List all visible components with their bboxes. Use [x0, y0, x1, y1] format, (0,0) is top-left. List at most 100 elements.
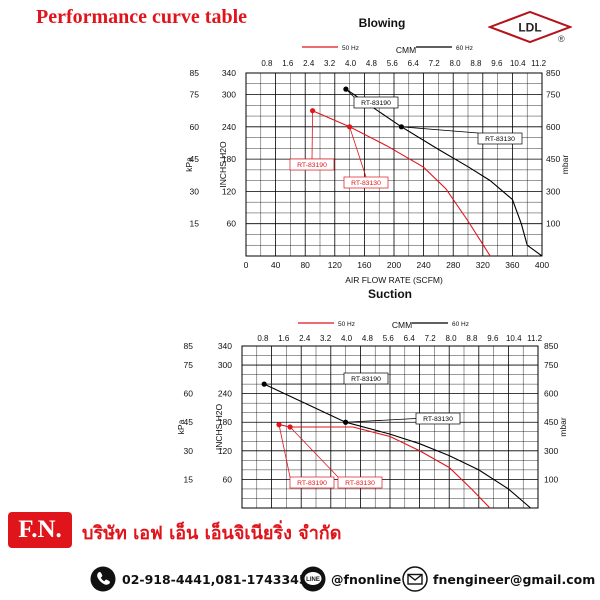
x-tick-label: 400 — [531, 511, 545, 512]
inch-tick-label: 180 — [218, 417, 232, 427]
kpa-tick-label: 30 — [184, 446, 194, 456]
x-tick-label: 360 — [501, 511, 515, 512]
chart-blowing: Blowing 0 40 80 120 160 200 240 280 320 360 400 AIR … — [184, 16, 570, 285]
x-tick-label: 320 — [472, 511, 486, 512]
inch-tick-label: 240 — [218, 389, 232, 399]
callout-box — [343, 372, 389, 385]
x-tick-label: 40 — [271, 260, 281, 270]
inch-tick-label: 300 — [218, 360, 232, 370]
kpa-tick-label: 85 — [190, 68, 200, 78]
cmm-tick-label: 6.4 — [404, 334, 416, 343]
mbar-axis-label: mbar — [558, 417, 568, 437]
x-tick-label: 80 — [296, 511, 306, 512]
callout-label: RT-83190 — [351, 376, 381, 383]
page-title: Performance curve table — [36, 6, 248, 28]
inch-tick-label: 300 — [222, 90, 236, 100]
callout-box — [289, 476, 335, 489]
mbar-tick-label: 850 — [544, 341, 558, 351]
x-tick-label: 280 — [442, 511, 456, 512]
cmm-tick-label: 7.2 — [429, 59, 441, 68]
cmm-tick-label: 5.6 — [383, 334, 395, 343]
cmm-tick-label: 11.2 — [531, 59, 547, 68]
cmm-tick-label: 4.0 — [345, 59, 357, 68]
mbar-tick-label: 100 — [546, 219, 560, 229]
mbar-tick-label: 300 — [544, 446, 558, 456]
series-line-rt-83190-60hz — [263, 383, 346, 423]
data-point — [287, 424, 293, 430]
cmm-tick-label: 2.4 — [299, 334, 311, 343]
callout-leader — [349, 126, 367, 178]
callout-leader — [289, 426, 339, 478]
line-id[interactable]: @fnonline — [331, 572, 402, 587]
cmm-tick-label: 3.2 — [324, 59, 336, 68]
inch-tick-label: 340 — [218, 341, 232, 351]
kpa-tick-label: 45 — [190, 154, 200, 164]
cmm-tick-label: 2.4 — [303, 59, 315, 68]
mbar-axis-label: mbar — [560, 155, 570, 175]
kpa-axis-label: kPa — [176, 419, 186, 434]
series-line-rt-83130-60hz — [345, 421, 531, 509]
inches-axis-label: INCHS H2O — [214, 403, 224, 450]
callout-label: RT-83190 — [297, 162, 327, 169]
inch-tick-label: 180 — [222, 154, 236, 164]
x-tick-label: 280 — [446, 260, 460, 270]
cmm-tick-label: 8.8 — [470, 59, 482, 68]
cmm-tick-label: 10.4 — [510, 59, 526, 68]
callout-box — [289, 158, 335, 171]
callout-label: RT-83190 — [361, 100, 391, 107]
x-tick-label: 160 — [353, 511, 367, 512]
inch-tick-label: 240 — [222, 122, 236, 132]
x-tick-label: 320 — [476, 260, 490, 270]
callout-box — [477, 132, 523, 145]
chart-suction: Suction04080120160200240280320360400AIR … — [176, 287, 568, 512]
kpa-tick-label: 30 — [190, 186, 200, 196]
callout-label: RT-83190 — [297, 480, 327, 487]
legend-label: 60 Hz — [452, 321, 469, 328]
kpa-tick-label: 60 — [184, 389, 194, 399]
x-tick-label: 400 — [535, 260, 549, 270]
x-tick-label: 240 — [417, 260, 431, 270]
cmm-tick-label: 6.4 — [408, 59, 420, 68]
callout-leader — [278, 424, 291, 478]
kpa-tick-label: 75 — [190, 90, 200, 100]
data-point — [261, 381, 267, 387]
cmm-tick-label: 9.6 — [487, 334, 499, 343]
x-tick-label: 120 — [328, 260, 342, 270]
cmm-tick-label: 9.6 — [491, 59, 503, 68]
ldl-logo: LDL ® — [488, 10, 572, 44]
callout-label: RT-83130 — [351, 180, 381, 187]
x-tick-label: 160 — [357, 260, 371, 270]
mbar-tick-label: 750 — [544, 360, 558, 370]
inch-tick-label: 60 — [227, 219, 237, 229]
kpa-tick-label: 15 — [184, 474, 194, 484]
cmm-tick-label: 11.2 — [527, 334, 543, 343]
legend-label: 50 Hz — [342, 45, 359, 52]
inch-tick-label: 120 — [222, 186, 236, 196]
x-tick-label: 200 — [383, 511, 397, 512]
callout-leader — [345, 418, 417, 423]
callout-box — [343, 176, 389, 189]
mbar-tick-label: 600 — [546, 122, 560, 132]
data-point — [276, 422, 282, 428]
contact-bar: 02-918-4441,081-1743345 LINE @fnonline f… — [0, 562, 600, 598]
callout-label: RT-83130 — [423, 416, 453, 423]
x-tick-label: 360 — [505, 260, 519, 270]
cmm-tick-label: 8.0 — [449, 59, 461, 68]
mbar-tick-label: 450 — [544, 417, 558, 427]
x-tick-label: 120 — [324, 511, 338, 512]
inch-tick-label: 340 — [222, 68, 236, 78]
cmm-tick-label: 3.2 — [320, 334, 332, 343]
cmm-tick-label: 4.8 — [362, 334, 374, 343]
email-address[interactable]: fnengineer@gmail.com — [433, 572, 596, 587]
cmm-tick-label: 8.8 — [466, 334, 478, 343]
mbar-tick-label: 300 — [546, 186, 560, 196]
kpa-tick-label: 60 — [190, 122, 200, 132]
chart-title: Blowing — [359, 16, 406, 30]
x-tick-label: 240 — [413, 511, 427, 512]
kpa-axis-label: kPa — [184, 157, 194, 172]
data-point — [343, 86, 349, 92]
phone-number[interactable]: 02-918-4441,081-1743345 — [122, 572, 308, 587]
logo-text: LDL — [518, 21, 541, 35]
plot-frame — [245, 72, 543, 257]
